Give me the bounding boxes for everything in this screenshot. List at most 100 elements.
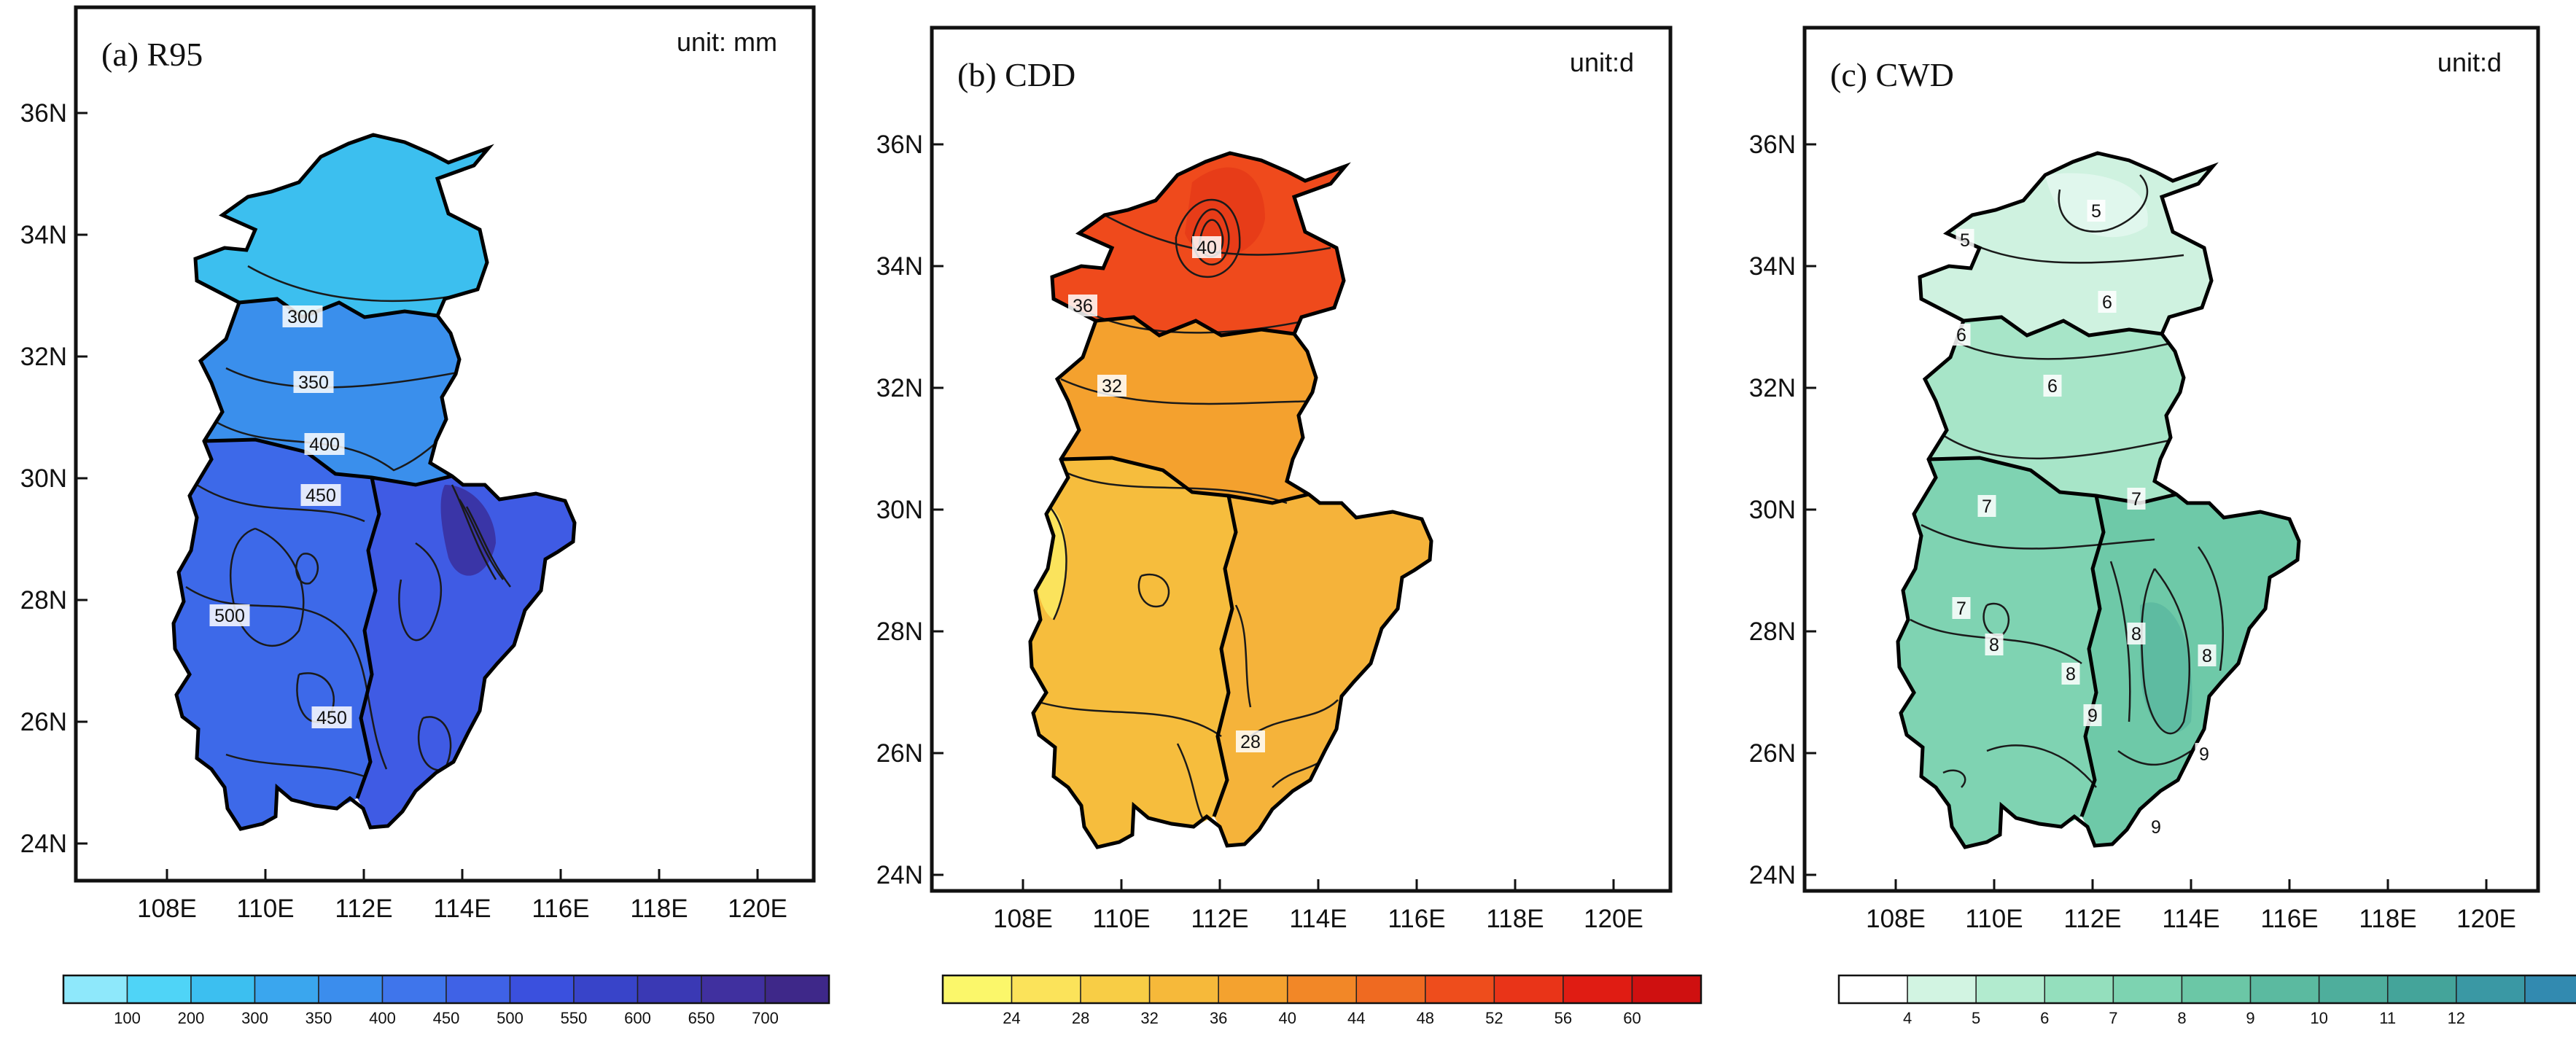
- colorbar-tick-label: 550: [561, 1009, 588, 1027]
- colorbar: 4 5 6 7 8 9 10 11 12: [1837, 974, 2576, 1027]
- contour-line: [1234, 604, 1252, 708]
- region-fill-north: [195, 135, 489, 317]
- colorbar-swatch: [2456, 975, 2526, 1004]
- colorbar-swatch: [2524, 975, 2576, 1004]
- contour-line: [1053, 465, 1288, 504]
- lon-label: 110E: [1092, 905, 1150, 933]
- contour-label-bg: [2127, 488, 2146, 510]
- map-area: 5 5 6 6 6 7 7 7 8 8 8 8 9 9 9: [1898, 153, 2299, 847]
- colorbar-swatch: [2181, 975, 2252, 1004]
- colorbar-tick-label: 600: [624, 1009, 651, 1027]
- colorbar-swatch: [1425, 975, 1495, 1004]
- contour-line: [2140, 568, 2191, 735]
- unit-label: unit: mm: [677, 27, 777, 57]
- colorbar-tick-label: 400: [369, 1009, 396, 1027]
- lat-label: 28N: [20, 586, 67, 615]
- lat-label: 32N: [876, 374, 923, 402]
- lat-label: 36N: [1749, 130, 1796, 159]
- contour-label: 6: [1956, 325, 1966, 346]
- province-boundary: [1212, 495, 1238, 817]
- province-boundary: [203, 437, 453, 487]
- contour-label: 40: [1196, 238, 1217, 258]
- colorbar-border: [1837, 974, 2576, 1005]
- colorbar-border: [941, 974, 1703, 1005]
- colorbar-swatch: [1218, 975, 1288, 1004]
- region-fill-southeast: [1214, 494, 1431, 846]
- colorbar-swatch: [1907, 975, 1977, 1004]
- contour-label-bg: [2147, 816, 2166, 838]
- lon-label: 116E: [2260, 905, 2318, 933]
- colorbar-swatch: [190, 975, 256, 1004]
- contour-label: 36: [1073, 296, 1093, 316]
- contour-line: [1060, 378, 1331, 405]
- colorbar-tick-label: 200: [178, 1009, 205, 1027]
- lat-label: 26N: [20, 708, 67, 736]
- colorbar-tick-label: 56: [1554, 1009, 1572, 1027]
- contour-label: 7: [1956, 599, 1966, 619]
- contour-line: [1191, 209, 1230, 266]
- lon-label: 114E: [433, 895, 491, 923]
- panel-title: (b) CDD: [957, 56, 1075, 93]
- lon-label: 118E: [1486, 905, 1544, 933]
- contour-label: 7: [2131, 489, 2141, 510]
- colorbar: 100 200 300 350 400 450 500 550 600 650 700: [62, 974, 830, 1027]
- contour-label: 450: [316, 708, 347, 728]
- contour-label-bg: [1068, 295, 1097, 316]
- lat-label: 26N: [876, 739, 923, 768]
- map-area: 40 36 32 28: [1030, 153, 1431, 847]
- contour-label: 32: [1102, 376, 1122, 397]
- panel-title: (c) CWD: [1830, 56, 1954, 93]
- lon-label: 120E: [2456, 905, 2516, 933]
- colorbar-tick-label: 8: [2177, 1009, 2186, 1027]
- province-boundary: [238, 297, 438, 319]
- colorbar-swatch: [1148, 975, 1219, 1004]
- contour-line: [230, 527, 305, 647]
- colorbar-tick-label: 24: [1003, 1009, 1020, 1027]
- panel-a: (a) R95 unit: mm 300 350 400 450 500 450 36N 34N 3…: [20, 5, 830, 1027]
- colorbar-tick-label: 32: [1140, 1009, 1158, 1027]
- lon-label: 114E: [2162, 905, 2219, 933]
- colorbar-tick-label: 650: [688, 1009, 715, 1027]
- colorbar-swatch: [1838, 975, 1908, 1004]
- contour-line: [1986, 744, 2097, 788]
- contour-label-bg: [1952, 597, 1971, 619]
- contour-line: [1964, 239, 2184, 264]
- colorbar-swatch: [637, 975, 702, 1004]
- colorbar-tick-label: 44: [1347, 1009, 1365, 1027]
- lon-label: 114E: [1289, 905, 1347, 933]
- colorbar-tick-label: 5: [1972, 1009, 1980, 1027]
- colorbar-tick-label: 450: [433, 1009, 460, 1027]
- contour-label: 5: [1960, 230, 1970, 251]
- contour-label-bg: [2198, 644, 2217, 666]
- lat-label: 24N: [20, 830, 67, 858]
- contour-label: 450: [306, 486, 336, 506]
- lat-label: 30N: [1749, 496, 1796, 524]
- unit-label: unit:d: [1570, 47, 1634, 77]
- colorbar-tick-label: 52: [1485, 1009, 1503, 1027]
- lat-label: 28N: [1749, 617, 1796, 646]
- contour-label: 350: [298, 373, 329, 393]
- colorbar-swatch: [1080, 975, 1151, 1004]
- colorbar-swatch: [381, 975, 447, 1004]
- region-fill-southwest: [174, 440, 379, 829]
- contour-line: [1046, 502, 1067, 620]
- colorbar-swatch: [1631, 975, 1702, 1004]
- contour-label: 7: [1982, 496, 1992, 517]
- contour-label-bg: [300, 484, 341, 506]
- contour-label-bg: [1236, 730, 1265, 752]
- lon-label: 112E: [1191, 905, 1248, 933]
- colorbar-swatch: [254, 975, 319, 1004]
- contour-label-bg: [304, 433, 345, 455]
- lat-label: 32N: [20, 343, 67, 371]
- colorbar-tick-label: 10: [2310, 1009, 2327, 1027]
- contour-label-bg: [2098, 291, 2117, 313]
- colorbar-tick-label: 500: [497, 1009, 524, 1027]
- map-area: 300 350 400 450 500 450: [174, 135, 575, 829]
- lat-label: 34N: [1749, 252, 1796, 281]
- contour-label-bg: [311, 706, 352, 728]
- colorbar-swatch: [1286, 975, 1358, 1004]
- lat-label: 30N: [876, 496, 923, 524]
- contour-label: 28: [1240, 732, 1261, 752]
- colorbar-swatch: [942, 975, 1013, 1004]
